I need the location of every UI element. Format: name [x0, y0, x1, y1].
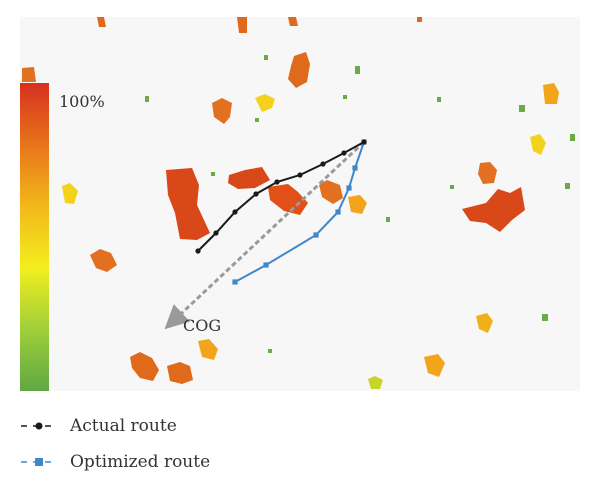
optimized-route-point [335, 209, 341, 215]
density-patch [478, 162, 497, 184]
density-speck [268, 349, 272, 353]
optimized-route-point [263, 262, 269, 268]
density-patch [166, 168, 210, 240]
colorbar-max-label: 100% [59, 92, 105, 111]
actual-route-point [213, 230, 219, 236]
cog-label: COG [183, 316, 221, 335]
actual-route-point [274, 179, 280, 185]
actual-route-point [341, 150, 347, 156]
density-patch [255, 94, 275, 112]
density-speck [255, 118, 259, 122]
density-patch [90, 249, 117, 272]
legend-optimized-symbol [21, 458, 57, 466]
density-speck [343, 95, 347, 99]
optimized-route-point [313, 232, 319, 238]
density-speck [145, 96, 149, 102]
density-patch [543, 83, 559, 104]
actual-route-point [253, 191, 259, 197]
density-patch [212, 98, 232, 124]
density-speck [437, 97, 441, 102]
density-patch [288, 17, 298, 26]
density-speck [450, 185, 454, 189]
density-patches [22, 17, 559, 389]
density-patch [368, 376, 383, 389]
density-speck [542, 314, 548, 321]
density-patch [476, 313, 493, 333]
density-speck [264, 55, 268, 60]
density-patch [237, 17, 247, 33]
actual-route-point [195, 248, 201, 254]
density-speck [386, 217, 390, 222]
density-patch [198, 339, 218, 360]
density-patch [130, 352, 159, 381]
legend-actual-symbol [21, 422, 57, 430]
optimized-route-point [346, 185, 352, 191]
optimized-route-point [232, 279, 238, 285]
density-patch [22, 67, 36, 82]
density-speck [570, 134, 575, 141]
density-patch [348, 195, 367, 214]
colorbar [20, 83, 49, 391]
legend-actual-label: Actual route [70, 416, 177, 436]
density-speck [565, 183, 570, 189]
density-speck [417, 17, 422, 22]
actual-route-markers [195, 139, 367, 254]
density-patch [97, 17, 106, 27]
optimized-route-point [352, 165, 358, 171]
density-patch [268, 184, 308, 215]
density-patch [530, 134, 546, 155]
actual-route-point [297, 172, 303, 178]
density-patch [167, 362, 193, 384]
density-speck [211, 172, 215, 176]
density-patch [424, 354, 445, 377]
cog-arrow [164, 140, 366, 330]
density-patch [319, 180, 343, 204]
density-speck [355, 66, 360, 74]
density-speck [519, 105, 525, 112]
actual-route-point [361, 139, 367, 145]
legend-actual-route: Actual route [20, 416, 177, 436]
legend-optimized-route: Optimized route [20, 452, 210, 472]
legend-optimized-label: Optimized route [70, 452, 211, 472]
density-patch [288, 52, 310, 88]
density-patch [62, 183, 78, 204]
density-patch [228, 167, 270, 189]
actual-route-point [320, 161, 326, 167]
density-patch [462, 187, 525, 232]
actual-route-point [232, 209, 238, 215]
